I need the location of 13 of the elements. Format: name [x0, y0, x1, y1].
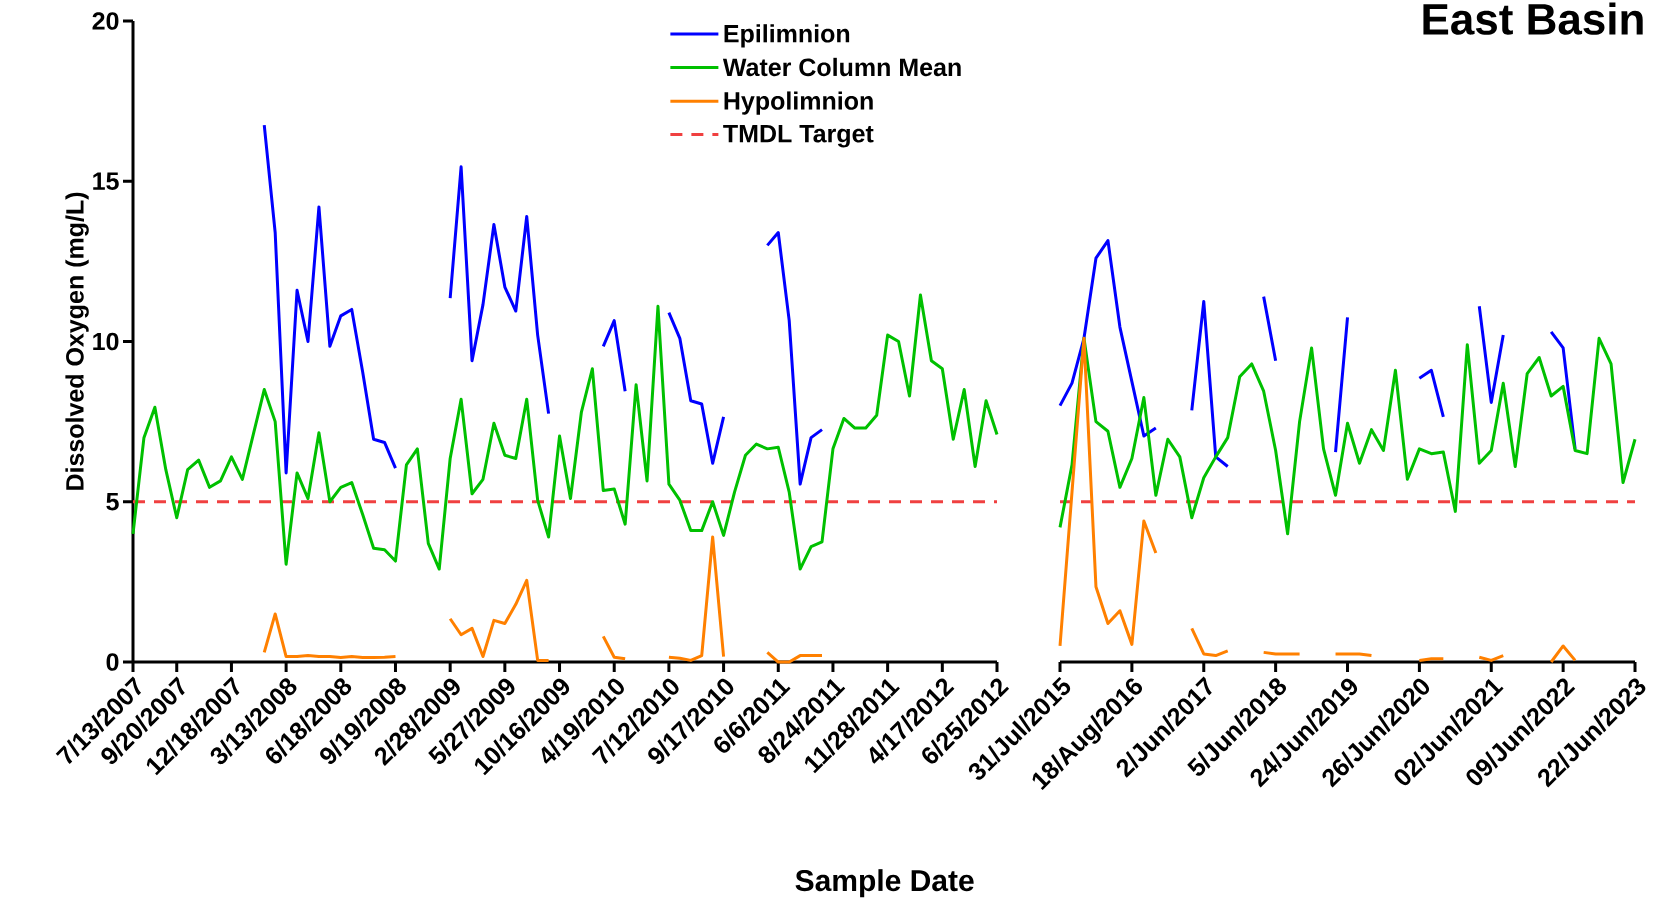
y-tick-label: 20 [92, 12, 119, 30]
line-series [131, 293, 999, 571]
y-axis-title: Dissolved Oxygen (mg/L) [65, 192, 89, 490]
legend-label: TMDL Target [723, 125, 874, 148]
legend-label: Water Column Mean [722, 57, 961, 77]
y-tick-label: 5 [106, 493, 119, 511]
legend-label: Epilimnion [724, 24, 850, 48]
x-axis-title: Sample Date [795, 869, 974, 898]
y-tick-label: 15 [93, 172, 119, 190]
legend-label: Hypolimnion [724, 91, 873, 115]
chart-title: East Basin [1423, 2, 1643, 35]
y-tick-label: 0 [106, 653, 119, 671]
y-tick-label: 10 [93, 332, 119, 351]
